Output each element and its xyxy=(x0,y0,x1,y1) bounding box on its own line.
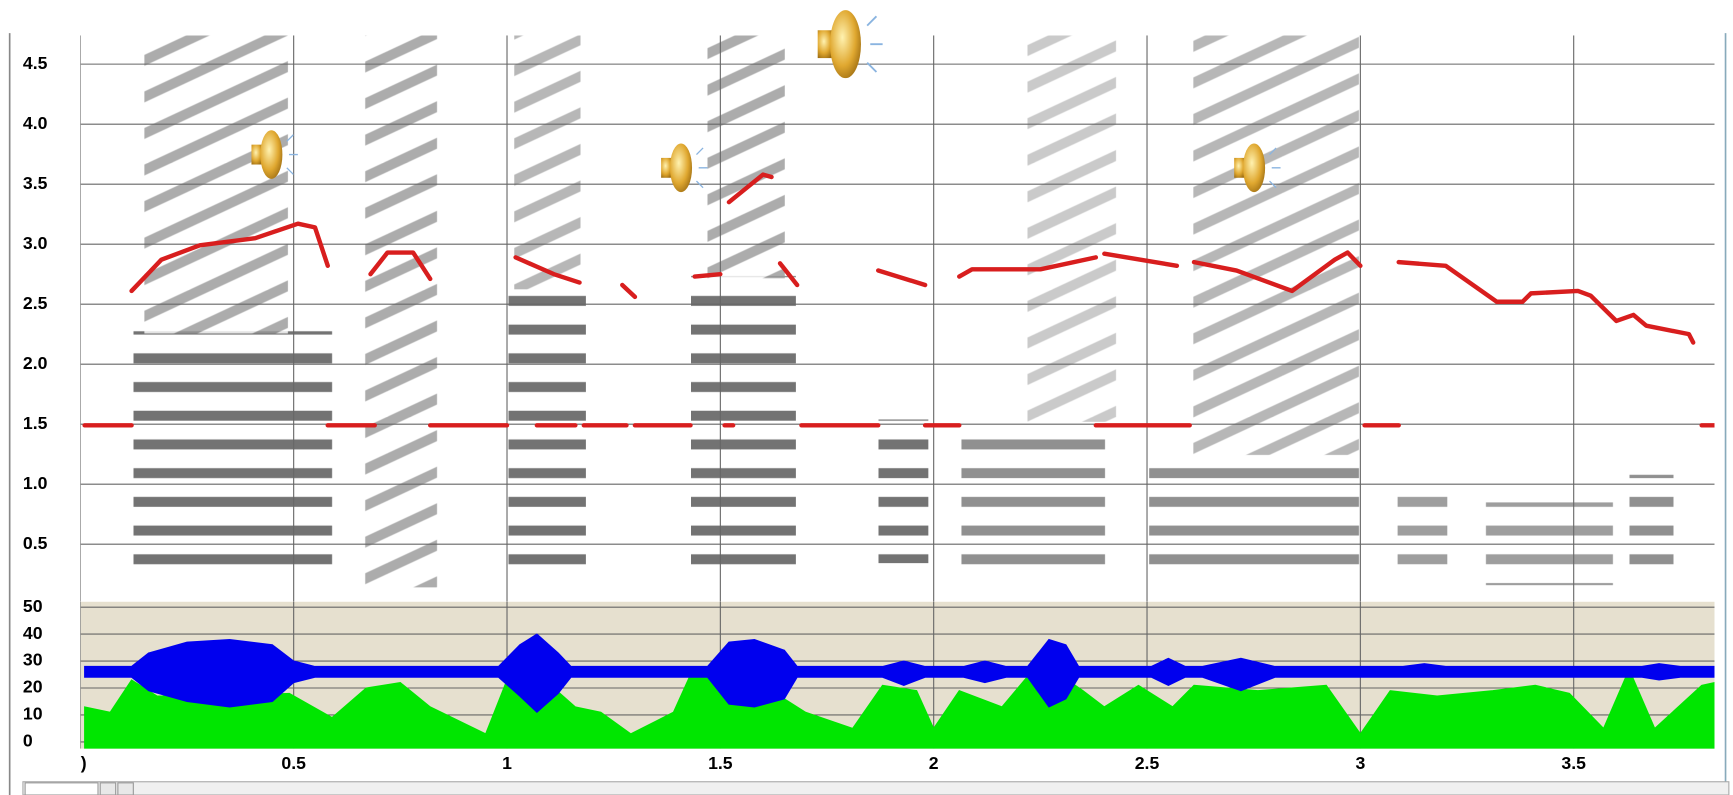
spectrogram-texture xyxy=(1149,463,1359,575)
y-tick-label: 0.5 xyxy=(23,533,48,553)
speaker-cone[interactable] xyxy=(1243,143,1266,193)
spectrogram-texture xyxy=(133,331,333,575)
x-tick-label: ) xyxy=(81,753,87,773)
play-button[interactable] xyxy=(1234,143,1281,193)
scroll-left-button[interactable] xyxy=(99,782,117,795)
pitch-line xyxy=(1102,251,1180,268)
speaker-body[interactable] xyxy=(661,157,673,178)
spectrogram-texture xyxy=(1629,474,1674,575)
y-tick-label: 10 xyxy=(23,704,43,724)
scrollbar[interactable] xyxy=(22,781,1730,795)
play-icons[interactable] xyxy=(251,10,1281,193)
speaker-cone[interactable] xyxy=(830,10,861,79)
y-tick-label: 0 xyxy=(23,731,33,751)
pitch-line xyxy=(1396,259,1696,345)
scrollbar-box[interactable] xyxy=(24,782,99,795)
speaker-body[interactable] xyxy=(817,30,834,59)
y-tick-label: 1.5 xyxy=(23,413,48,433)
y-tick-label: 50 xyxy=(23,596,43,616)
pitch-line xyxy=(777,261,800,288)
pitch-line xyxy=(368,250,433,282)
x-tick-label: 1 xyxy=(502,753,512,773)
x-tick-label: 0.5 xyxy=(281,753,306,773)
sound-waves xyxy=(1269,147,1281,189)
spectrogram xyxy=(133,35,1674,588)
y-tick-label: 2.5 xyxy=(23,293,48,313)
spectrogram-texture xyxy=(1027,35,1117,422)
y-tick-label: 3.0 xyxy=(23,233,48,253)
speaker-body[interactable] xyxy=(251,144,263,165)
x-tick-label: 2.5 xyxy=(1135,753,1160,773)
axis-labels: 0.5 1.0 1.5 2.0 2.5 3.0 3.5 4.0 4.5 0 10 20 30 40 50) 0… xyxy=(23,53,1586,773)
play-button[interactable] xyxy=(251,130,298,179)
pitch-line xyxy=(513,255,582,285)
scroll-right-button[interactable] xyxy=(117,782,134,795)
spectrogram-texture xyxy=(514,35,581,290)
sound-waves xyxy=(695,147,708,189)
upper-plot xyxy=(80,35,1715,602)
y-tick-label: 30 xyxy=(23,650,43,670)
spectrogram-texture xyxy=(878,419,929,564)
play-button[interactable] xyxy=(661,143,708,193)
y-tick-label: 40 xyxy=(23,623,43,643)
spectrogram-texture xyxy=(707,35,785,279)
y-tick-label: 4.5 xyxy=(23,53,48,73)
intensity-area xyxy=(84,660,1715,749)
spectrogram-texture xyxy=(961,430,1105,575)
speaker-body[interactable] xyxy=(1234,157,1246,178)
spectrogram-texture xyxy=(508,287,587,575)
y-tick-label: 3.5 xyxy=(23,173,48,193)
x-tick-label: 2 xyxy=(929,753,939,773)
pitch-line xyxy=(620,282,638,300)
pitch-line xyxy=(726,172,774,205)
speaker-cone[interactable] xyxy=(260,130,283,179)
y-tick-label: 20 xyxy=(23,677,43,697)
spectrogram-texture xyxy=(1193,35,1359,455)
x-tick-label: 3.5 xyxy=(1561,753,1586,773)
speaker-cone[interactable] xyxy=(669,143,693,193)
spectrogram-texture xyxy=(1397,485,1448,575)
waveform xyxy=(84,633,1715,714)
spectrogram-texture xyxy=(690,276,796,575)
scrollbar-track[interactable] xyxy=(22,781,1730,795)
y-tick-label: 2.0 xyxy=(23,353,48,373)
play-button[interactable] xyxy=(817,10,883,79)
x-tick-label: 1.5 xyxy=(708,753,733,773)
pitch-line xyxy=(692,271,723,279)
pitch-line xyxy=(875,268,928,288)
sound-waves xyxy=(286,134,298,175)
y-tick-label: 1.0 xyxy=(23,473,48,493)
y-tick-label: 4.0 xyxy=(23,113,48,133)
spectrogram-texture xyxy=(365,35,437,588)
lower-plot xyxy=(80,601,1715,749)
x-tick-label: 3 xyxy=(1355,753,1365,773)
pitch-line xyxy=(1191,250,1363,294)
pitch-line xyxy=(129,221,330,294)
pitch-line xyxy=(957,255,1099,279)
